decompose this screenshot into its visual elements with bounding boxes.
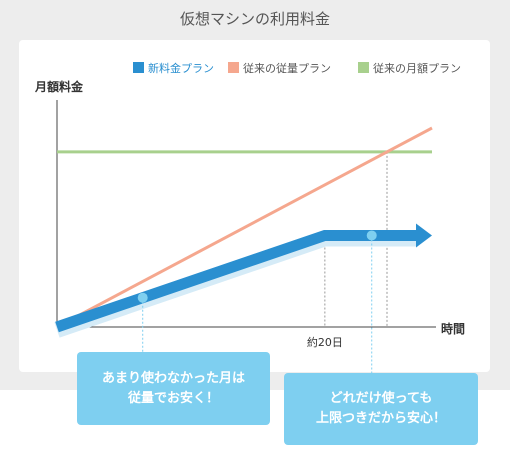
legend-swatch-new	[133, 62, 144, 73]
connector-low-usage-dot	[137, 292, 148, 303]
x-axis-label: 時間	[441, 321, 465, 336]
x-tick-label: 約20日	[307, 335, 343, 349]
callout-connectors	[137, 230, 377, 373]
y-axis-label: 月額料金	[34, 79, 84, 94]
legend: 新料金プラン 従来の従量プラン 従来の月額プラン	[133, 61, 461, 75]
chart-title: 仮想マシンの利用料金	[179, 10, 330, 28]
legend-swatch-monthly	[358, 62, 369, 73]
series-line-metered	[56, 126, 433, 329]
callout-capped-text: どれだけ使っても 上限つきだから安心！	[315, 391, 446, 426]
series-line-new	[55, 229, 418, 333]
guide-lines	[324, 151, 388, 327]
series-arrowhead-new	[416, 223, 432, 248]
connector-capped-dot	[366, 230, 377, 241]
series-shadow-new	[54, 230, 418, 338]
legend-swatch-metered	[228, 62, 239, 73]
callout-low-usage: あまり使わなかった月は 従量でお安く！	[77, 352, 270, 425]
legend-label-metered: 従来の従量プラン	[243, 62, 331, 75]
callout-low-usage-text: あまり使わなかった月は 従量でお安く！	[101, 370, 245, 406]
legend-label-new: 新料金プラン	[148, 61, 214, 75]
legend-label-monthly: 従来の月額プラン	[373, 62, 461, 75]
series-group	[54, 126, 433, 338]
callout-capped: どれだけ使っても 上限つきだから安心！	[284, 373, 478, 445]
